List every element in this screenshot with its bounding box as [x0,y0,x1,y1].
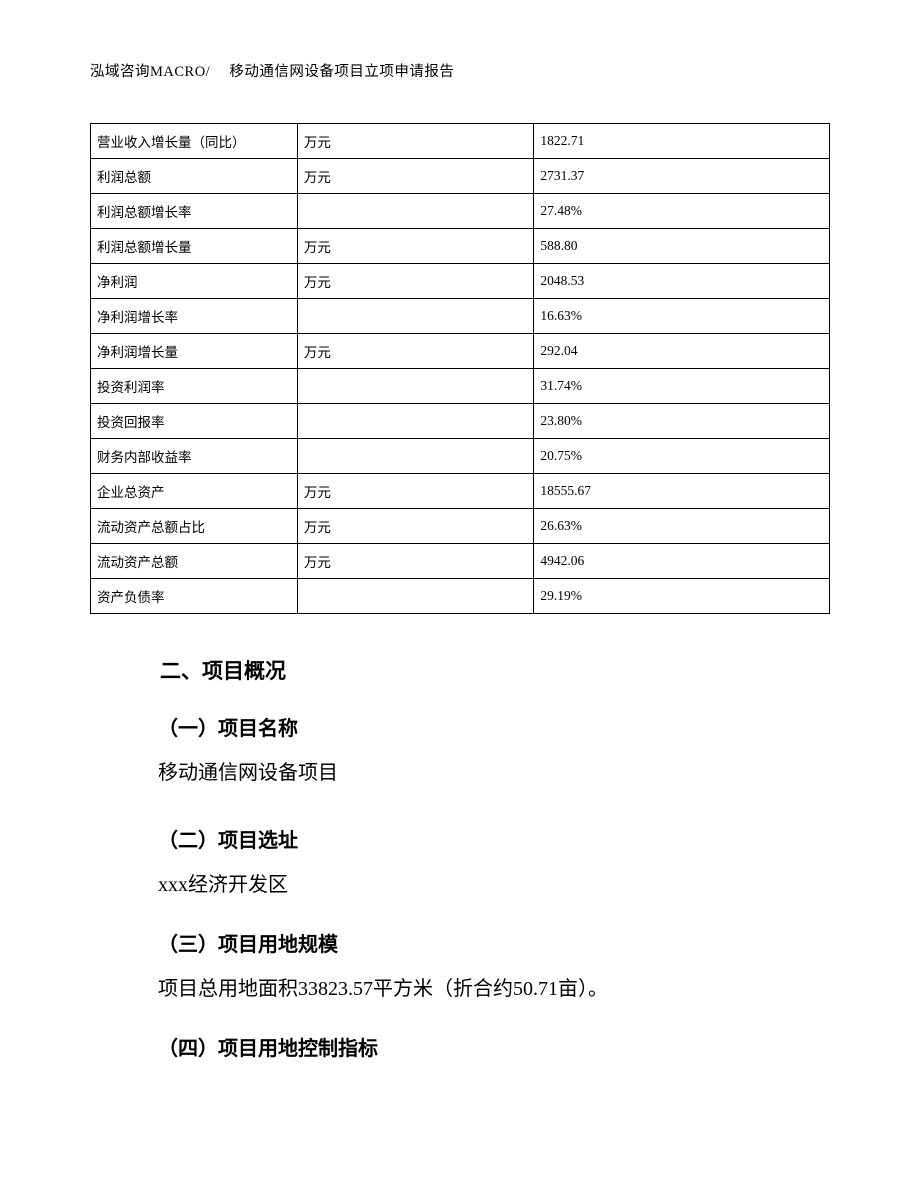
table-row: 利润总额 万元 2731.37 [91,159,830,194]
row-label: 企业总资产 [91,474,298,509]
subheading-land-scale: （三）项目用地规模 [118,924,802,966]
table-row: 净利润增长量 万元 292.04 [91,334,830,369]
row-unit: 万元 [297,229,533,264]
row-value: 31.74% [534,369,830,404]
row-unit [297,369,533,404]
page: 泓域咨询MACRO/ 移动通信网设备项目立项申请报告 营业收入增长量（同比） 万… [0,0,920,1152]
row-value: 1822.71 [534,124,830,159]
row-value: 26.63% [534,509,830,544]
financial-table-body: 营业收入增长量（同比） 万元 1822.71 利润总额 万元 2731.37 利… [91,124,830,614]
section-heading-overview: 二、项目概况 [118,650,802,694]
table-row: 投资利润率 31.74% [91,369,830,404]
row-value: 2731.37 [534,159,830,194]
table-row: 企业总资产 万元 18555.67 [91,474,830,509]
row-label: 流动资产总额 [91,544,298,579]
row-value: 16.63% [534,299,830,334]
row-value: 20.75% [534,439,830,474]
row-label: 营业收入增长量（同比） [91,124,298,159]
subheading-project-location: （二）项目选址 [118,820,802,862]
row-unit: 万元 [297,334,533,369]
table-row: 净利润 万元 2048.53 [91,264,830,299]
table-row: 利润总额增长率 27.48% [91,194,830,229]
row-unit [297,194,533,229]
table-row: 财务内部收益率 20.75% [91,439,830,474]
row-label: 净利润 [91,264,298,299]
body-content: 二、项目概况 （一）项目名称 移动通信网设备项目 （二）项目选址 xxx经济开发… [90,650,830,1070]
page-header: 泓域咨询MACRO/ 移动通信网设备项目立项申请报告 [90,60,830,81]
row-unit: 万元 [297,474,533,509]
row-label: 资产负债率 [91,579,298,614]
row-unit: 万元 [297,124,533,159]
land-scale-text: 项目总用地面积33823.57平方米（折合约50.71亩）。 [118,968,802,1010]
row-value: 2048.53 [534,264,830,299]
subheading-land-control: （四）项目用地控制指标 [118,1028,802,1070]
table-row: 投资回报率 23.80% [91,404,830,439]
row-unit: 万元 [297,509,533,544]
row-value: 27.48% [534,194,830,229]
row-label: 净利润增长量 [91,334,298,369]
row-unit [297,299,533,334]
table-row: 利润总额增长量 万元 588.80 [91,229,830,264]
row-unit [297,404,533,439]
row-unit [297,439,533,474]
row-label: 财务内部收益率 [91,439,298,474]
row-value: 23.80% [534,404,830,439]
table-row: 流动资产总额占比 万元 26.63% [91,509,830,544]
row-unit [297,579,533,614]
row-label: 利润总额增长量 [91,229,298,264]
row-value: 4942.06 [534,544,830,579]
project-name-text: 移动通信网设备项目 [118,752,802,794]
table-row: 资产负债率 29.19% [91,579,830,614]
row-value: 18555.67 [534,474,830,509]
row-label: 净利润增长率 [91,299,298,334]
row-unit: 万元 [297,159,533,194]
financial-table: 营业收入增长量（同比） 万元 1822.71 利润总额 万元 2731.37 利… [90,123,830,614]
row-unit: 万元 [297,544,533,579]
table-row: 流动资产总额 万元 4942.06 [91,544,830,579]
row-label: 流动资产总额占比 [91,509,298,544]
subheading-project-name: （一）项目名称 [118,708,802,750]
row-label: 利润总额 [91,159,298,194]
row-label: 投资回报率 [91,404,298,439]
project-location-text: xxx经济开发区 [118,864,802,906]
table-row: 营业收入增长量（同比） 万元 1822.71 [91,124,830,159]
row-value: 29.19% [534,579,830,614]
row-label: 利润总额增长率 [91,194,298,229]
row-value: 292.04 [534,334,830,369]
row-unit: 万元 [297,264,533,299]
table-row: 净利润增长率 16.63% [91,299,830,334]
row-label: 投资利润率 [91,369,298,404]
row-value: 588.80 [534,229,830,264]
